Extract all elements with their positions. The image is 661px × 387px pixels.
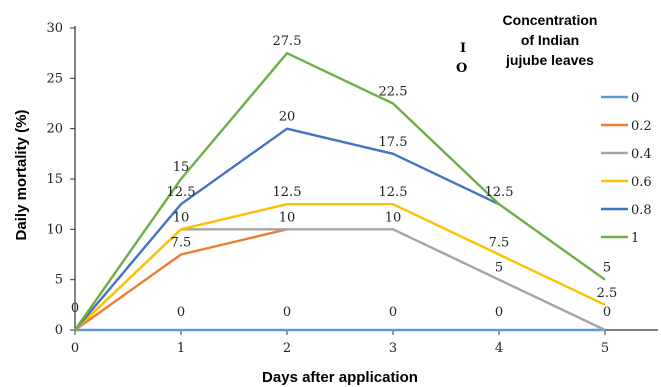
series-line-1	[74, 51, 606, 331]
series-line-0.4	[74, 228, 606, 332]
y-axis-title: Daily mortality (%)	[13, 110, 30, 241]
x-tick-label: 3	[389, 341, 397, 356]
data-label-0-0: 0	[71, 301, 79, 316]
series-line-0.2	[74, 228, 288, 331]
data-label-0.6-4: 7.5	[489, 236, 510, 251]
y-tick-label: 10	[46, 222, 63, 237]
legend-title-line-1: Concentration	[503, 12, 598, 28]
stray-glyph-2: O	[456, 61, 467, 76]
y-tick-label: 0	[55, 323, 63, 338]
y-tick-label: 25	[46, 71, 63, 86]
data-label-0.4-1: 10	[173, 210, 190, 225]
series-line-0.6	[74, 202, 606, 331]
data-label-0.6-5: 2.5	[597, 286, 618, 301]
y-tick-label: 20	[46, 122, 63, 137]
y-tick-label: 15	[46, 172, 63, 187]
chart-data-labels: 0 0 0 0 0 0 7.5 10 10 10 5 12.5 12.5 7.5 2.5 12.5 20 17.5…	[71, 34, 617, 320]
data-label-1-2: 27.5	[273, 34, 302, 49]
x-tick-label: 0	[71, 341, 79, 356]
data-label-0.6-3: 12.5	[379, 185, 408, 200]
chart-series-lines	[74, 51, 606, 332]
legend-title-line-2: of Indian	[521, 32, 579, 48]
legend-label-0.4: 0.4	[631, 147, 652, 162]
chart-legend: 0 0.2 0.4 0.6 0.8 1	[601, 91, 652, 246]
x-tick-label: 1	[177, 341, 185, 356]
legend-label-0.2: 0.2	[631, 119, 652, 134]
x-tick-label: 4	[495, 341, 503, 356]
stray-glyph-1: I	[460, 41, 466, 56]
data-label-0.8-1: 12.5	[167, 185, 196, 200]
y-tick-label: 5	[55, 273, 63, 288]
data-label-1-3: 22.5	[379, 85, 408, 100]
data-label-0.8-2: 20	[279, 110, 296, 125]
data-label-0.4-3: 10	[385, 210, 402, 225]
data-label-0.2-1: 7.5	[171, 236, 192, 251]
legend-label-0.8: 0.8	[631, 203, 652, 218]
data-label-1-1: 15	[173, 160, 190, 175]
data-label-0.6-2: 12.5	[273, 185, 302, 200]
series-line-0.8	[74, 127, 500, 331]
data-label-0-3: 0	[389, 305, 397, 320]
data-label-1-5: 5	[603, 261, 611, 276]
data-label-0-5: 0	[603, 305, 611, 320]
legend-label-0.6: 0.6	[631, 175, 652, 190]
x-tick-label: 2	[283, 341, 291, 356]
data-label-0-1: 0	[177, 305, 185, 320]
legend-label-0: 0	[631, 91, 639, 106]
y-tick-label: 30	[46, 21, 63, 36]
legend-title-line-3: jujube leaves	[505, 52, 594, 68]
data-label-0-2: 0	[283, 305, 291, 320]
x-tick-label: 5	[601, 341, 609, 356]
data-label-0.4-4: 5	[495, 261, 503, 276]
data-label-0.4-2: 10	[279, 210, 296, 225]
data-label-0.8-3: 17.5	[379, 135, 408, 150]
x-axis-title: Days after application	[262, 369, 418, 386]
data-label-0-4: 0	[495, 305, 503, 320]
legend-label-1: 1	[631, 231, 639, 246]
data-label-0.8-4: 12.5	[485, 185, 514, 200]
